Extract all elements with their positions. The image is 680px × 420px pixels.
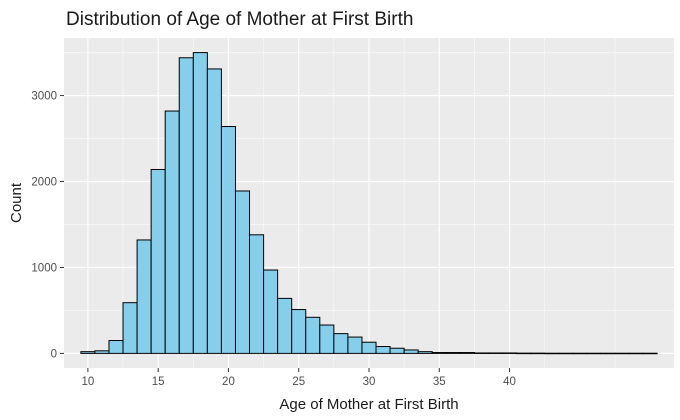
x-tick-label: 25 [292,376,305,388]
x-tick-label: 35 [433,376,446,388]
histogram-bar [403,349,419,354]
histogram-bar [220,126,236,354]
histogram-bar [136,239,152,354]
histogram-bar [586,352,602,355]
y-tick-label: 0 [51,348,57,360]
histogram-bar [516,352,532,355]
y-tick-label: 2000 [31,177,57,189]
histogram-bar [178,57,194,354]
y-tick-label: 1000 [31,262,57,274]
histogram-bar [206,68,222,354]
histogram-bar [108,340,124,354]
histogram-bar [572,352,588,355]
histogram-bar [487,352,504,354]
histogram-bar [558,352,574,355]
histogram-bar [544,352,560,355]
x-axis: 10 15 20 25 30 35 40 [81,368,516,388]
histogram-bar [164,110,180,354]
histogram-bar [530,352,546,355]
y-tick-label: 3000 [31,91,57,103]
y-axis-title: Count [8,182,25,223]
histogram-bar [94,350,110,354]
histogram-bar [150,168,166,354]
x-tick-label: 30 [363,376,376,388]
histogram-bar [263,269,279,354]
y-axis: 0 1000 2000 3000 [31,91,64,360]
histogram-bar [192,52,208,354]
chart-title: Distribution of Age of Mother at First B… [66,9,413,30]
histogram-bar [319,324,335,354]
histogram-bar [375,346,391,354]
bars [80,52,658,355]
histogram-bar [305,316,321,354]
histogram-bar [431,352,447,354]
histogram-bar [80,351,96,354]
histogram-bar [614,352,630,355]
histogram-bar [502,352,518,354]
x-tick-label: 20 [222,376,235,388]
histogram-bar [445,352,461,354]
histogram-bar [122,302,138,354]
histogram-bar [291,309,307,354]
histogram-bar [473,352,489,354]
histogram-bar [234,190,251,354]
histogram-bar [600,352,616,355]
x-tick-label: 40 [503,376,516,388]
x-tick-label: 15 [152,376,165,388]
x-tick-label: 10 [81,376,94,388]
histogram-bar [277,297,293,354]
histogram-bar [642,352,658,355]
histogram-bar [361,341,377,354]
histogram-bar [333,333,349,354]
histogram-bar [389,347,405,354]
histogram-bar [249,234,265,354]
histogram-bar [459,352,475,354]
x-axis-title: Age of Mother at First Birth [279,396,458,413]
histogram-bar [347,336,363,354]
histogram-bar [417,351,433,354]
histogram-bar [628,352,644,355]
